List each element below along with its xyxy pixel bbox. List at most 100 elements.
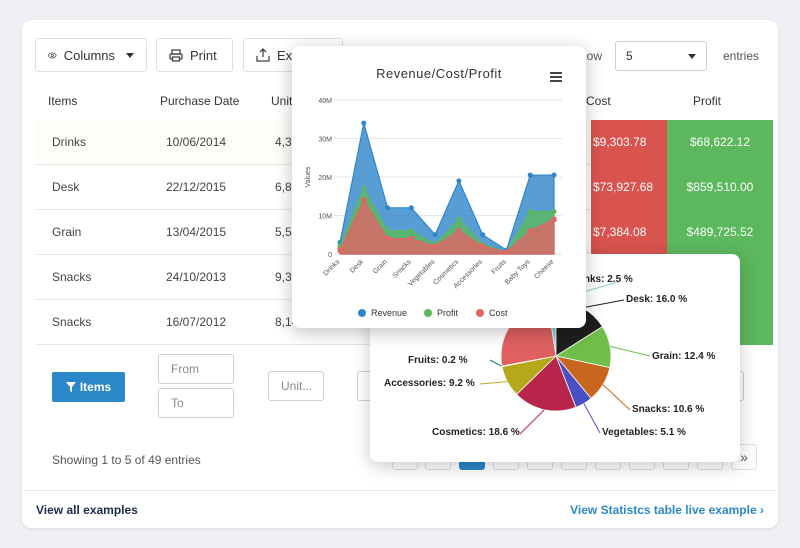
data-point-revenue [527,172,533,178]
data-point-revenue [408,205,414,211]
data-point-cost [527,228,533,234]
y-tick-label: 10M [318,214,332,221]
data-point-cost [503,249,509,255]
eye-icon [48,52,57,58]
data-point-cost [408,236,414,242]
pie-slice-cosmetics [516,355,577,412]
data-point-profit [456,216,462,222]
legend-profit[interactable]: Profit [424,308,458,318]
columns-label: Columns [63,47,115,63]
items-filter-label: Items [79,380,112,394]
cell-profit: $68,622.12 [667,120,773,165]
x-tick-label: Cheese [533,258,555,280]
cell-date: 22/12/2015 [166,180,227,194]
cell-profit: $859,510.00 [667,165,773,210]
data-point-cost [337,247,343,253]
cell-item: Drinks [52,135,87,149]
card-footer: View all examples View Statistcs table l… [22,490,778,528]
header-profit[interactable]: Profit [693,94,722,108]
pie-connector [519,409,545,435]
view-all-examples-link[interactable]: View all examples [36,503,138,517]
data-point-revenue [432,232,438,238]
data-point-cost [456,228,462,234]
cell-date: 16/07/2012 [166,315,227,329]
header-unit[interactable]: Unit [271,94,293,108]
pie-label-cosmetics: Cosmetics: 18.6 % [432,427,520,438]
x-tick-label: Snacks [392,258,414,280]
cell-item: Snacks [52,315,92,329]
chevron-down-icon [688,53,696,59]
header-items[interactable]: Items [48,94,78,108]
upload-icon [256,48,270,62]
data-point-profit [551,209,557,215]
cell-cost: $9,303.78 [591,120,667,165]
data-point-profit [361,186,367,192]
data-point-revenue [385,205,391,211]
legend-label: Revenue [371,308,408,318]
cell-date: 13/04/2015 [166,225,227,239]
view-live-example-link[interactable]: View Statistcs table live example › [570,503,764,517]
data-point-cost [480,243,486,249]
pie-connector [602,384,631,411]
pie-label-desk: Desk: 16.0 % [626,294,688,305]
unit-placeholder: Unit... [281,379,313,393]
pie-label-snacks: Snacks: 10.6 % [632,404,705,415]
x-tick-label: Fruits [491,258,509,276]
data-point-revenue [456,178,462,184]
pie-connector [583,403,601,434]
cell-cost: $73,927.68 [591,165,667,210]
pie-label-vegetables: Vegetables: 5.1 % [602,427,686,438]
pie-connector [479,381,508,385]
header-purchase-date[interactable]: Purchase Date [160,94,240,108]
view-live-label: View Statistcs table live example [570,503,757,517]
pie-label-fruits: Fruits: 0.2 % [408,355,468,366]
y-tick-label: 20M [318,175,332,182]
chevron-down-icon [126,52,134,58]
area-chart-card: Revenue/Cost/Profit 0 10M 20M 30M 40M Values D… [292,46,586,328]
cell-profit: $489,725.52 [667,210,773,255]
data-point-cost [551,216,557,222]
entries-select[interactable]: 5 [615,41,707,71]
pie-label-accessories: Accessories: 9.2 % [384,378,475,389]
cell-item: Grain [52,225,82,239]
legend-cost[interactable]: Cost [476,308,508,318]
data-point-revenue [361,120,367,126]
header-cost[interactable]: Cost [586,94,611,108]
pie-connector [489,359,503,367]
from-input[interactable]: From [158,354,234,384]
pie-connector [610,345,651,357]
area-chart: 0 10M 20M 30M 40M Values Drinks Desk Grain Snacks… [305,98,562,290]
cell-date: 24/10/2013 [166,270,227,284]
legend-dot [476,309,484,317]
data-point-cost [432,243,438,249]
cell-item: Snacks [52,270,92,284]
from-placeholder: From [171,362,199,376]
x-tick-label: Baby Toys [504,258,532,286]
x-tick-label: Desk [349,258,366,275]
to-input[interactable]: To [158,388,234,418]
legend-label: Profit [437,308,459,318]
print-button[interactable]: Print [156,38,233,72]
y-axis-label: Values [305,166,312,187]
hamburger-menu-icon[interactable] [550,72,562,84]
items-filter-button[interactable]: Items [52,372,125,402]
entries-select-value: 5 [626,49,633,63]
x-tick-label: Drinks [322,258,341,277]
data-point-cost [361,197,367,203]
columns-button[interactable]: Columns [35,38,147,72]
table-row[interactable]: Grain 13/04/2015 5,52 $7,384.08 $489,725… [35,210,773,255]
unit-input[interactable]: Unit... [268,371,324,401]
entries-label: entries [723,49,760,63]
y-tick-label: 30M [318,137,332,144]
print-label: Print [190,47,217,63]
chart-title: Revenue/Cost/Profit [376,66,502,81]
legend-revenue[interactable]: Revenue [358,308,407,318]
legend-dot [358,309,366,317]
to-placeholder: To [171,396,184,410]
chevron-right-icon: › [760,503,764,517]
data-point-revenue [480,232,486,238]
cell-cost: $7,384.08 [591,210,667,255]
showing-entries-text: Showing 1 to 5 of 49 entries [52,453,201,467]
data-point-profit [527,209,533,215]
y-tick-label: 0 [328,252,332,259]
